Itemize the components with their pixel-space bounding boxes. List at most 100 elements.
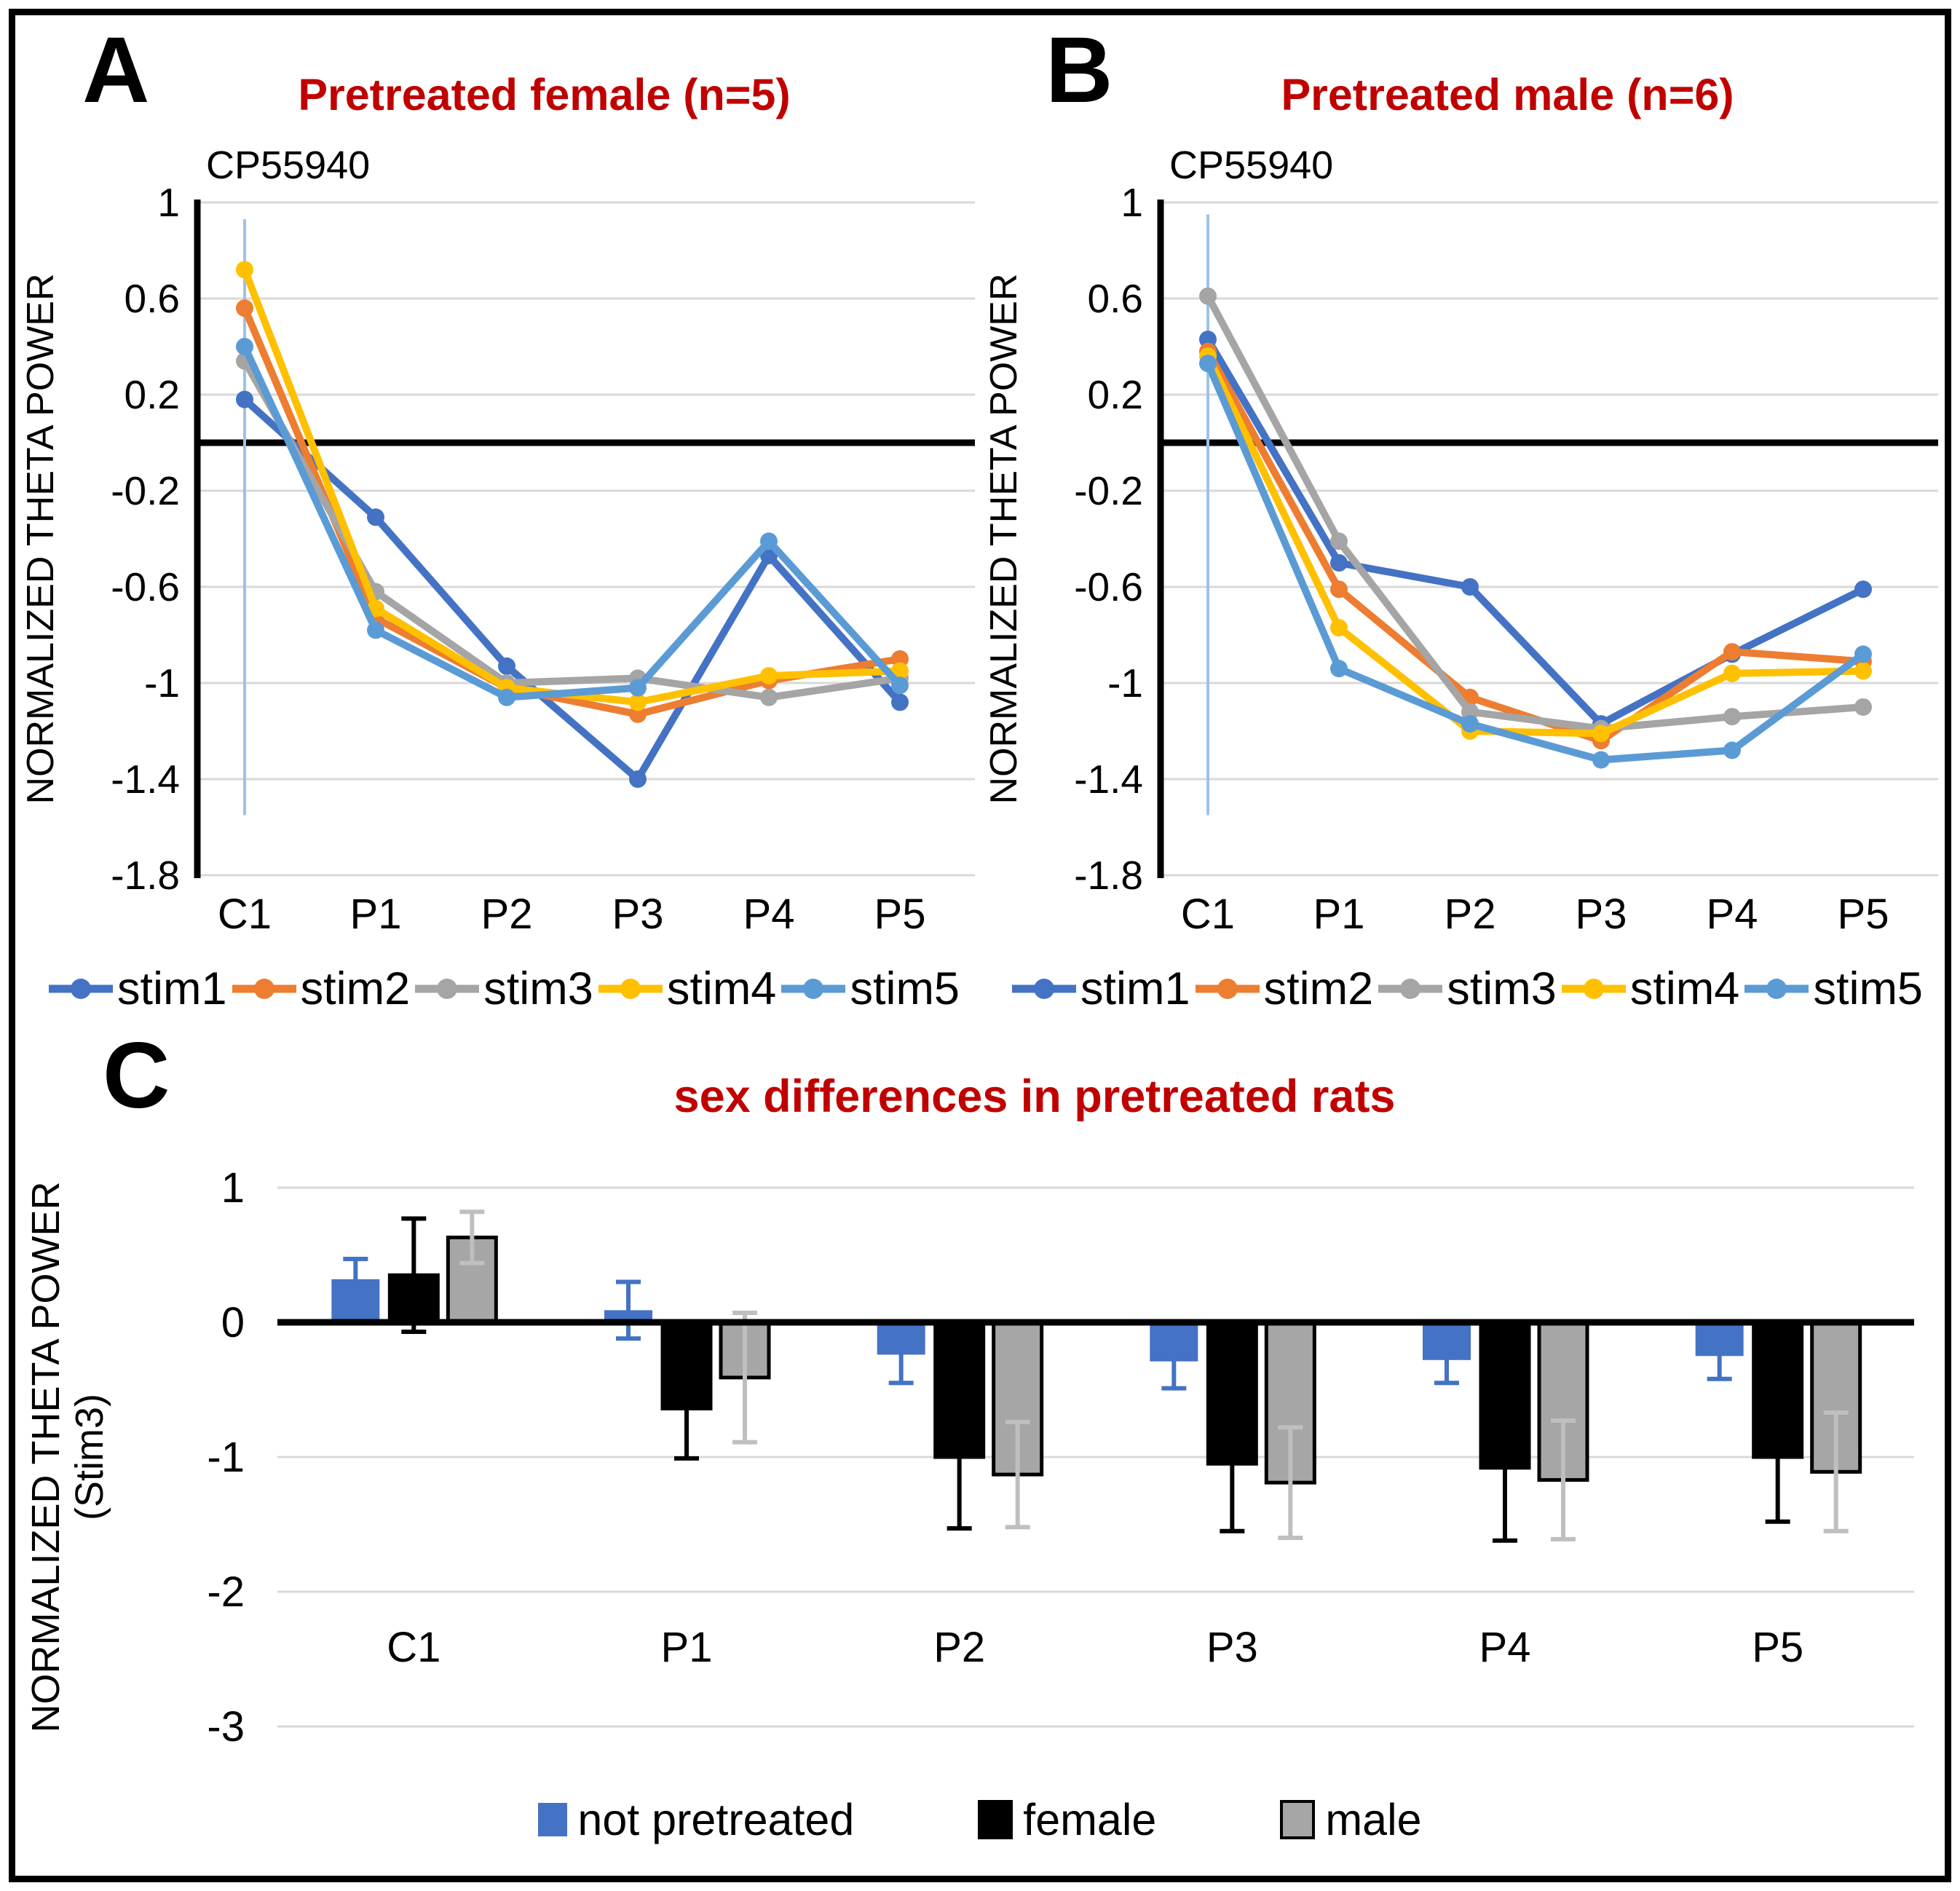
y-tick-label: -0.6: [111, 564, 180, 609]
legend-marker-stim4: [598, 979, 663, 999]
legend-label-male: male: [1325, 1795, 1422, 1844]
panel-b-legend: stim1 stim2 stim3 stim4 stim5: [979, 954, 1942, 1024]
data-point-stim4-P4: [760, 667, 778, 685]
legend-marker-stim1: [49, 979, 113, 999]
x-tick-label-P1: P1: [350, 891, 402, 938]
y-tick-label: -1.8: [1074, 853, 1143, 898]
x-tick-label-P1: P1: [661, 1624, 713, 1671]
data-point-stim5-C1: [1199, 355, 1217, 373]
series-line-stim3: [1204, 294, 1864, 733]
legend-marker-stim2: [1195, 979, 1260, 999]
data-point-stim4-P1: [1330, 619, 1348, 637]
legend-item-stim5: stim5: [1743, 963, 1923, 1015]
data-point-stim2-P5: [891, 650, 909, 668]
x-tick-label-P4: P4: [743, 891, 795, 938]
legend-swatch-female: [978, 1800, 1013, 1839]
panel-b-letter: B: [1046, 18, 1113, 122]
x-tick-label-P4: P4: [1707, 891, 1758, 938]
legend-label-stim5: stim5: [850, 963, 960, 1014]
x-tick-label-P5: P5: [1752, 1624, 1803, 1671]
x-tick-label-P4: P4: [1479, 1624, 1531, 1671]
legend-marker-stim2: [232, 979, 296, 999]
data-point-stim5-P3: [629, 679, 647, 697]
y-tick-label: 1: [157, 180, 180, 225]
panel-a-legend: stim1 stim2 stim3 stim4 stim5: [15, 954, 979, 1024]
data-point-stim5-P2: [1461, 715, 1479, 733]
data-point-stim5-P5: [891, 676, 909, 695]
series-line-stim2: [241, 307, 901, 718]
legend-item-not-pretreated: not pretreated: [538, 1794, 854, 1845]
legend-label-stim2: stim2: [1263, 963, 1374, 1014]
data-point-stim5-P4: [1723, 741, 1741, 759]
legend-item-stim4: stim4: [597, 963, 777, 1015]
y-tick-label: -0.6: [1074, 564, 1143, 609]
legend-marker-stim5: [1744, 979, 1809, 999]
y-tick-label: 0.2: [1088, 372, 1143, 417]
x-tick-label-C1: C1: [1181, 891, 1235, 938]
legend-item-stim5: stim5: [780, 963, 960, 1015]
panel-c-bar-chart: 1 0 -1 -2 -3 NORMALIZED THETA POWER (Stim3) C1 P…: [24, 1164, 1914, 1750]
legend-label-stim3: stim3: [1447, 963, 1557, 1014]
y-axis-title: NORMALIZED THETA POWER: [983, 273, 1025, 804]
panel-a: A Pretreated female (n=5) CP55940 1 0.6 0.2…: [15, 24, 979, 1024]
data-point-stim1-C1: [236, 390, 253, 408]
legend-item-stim2: stim2: [1194, 963, 1374, 1015]
y-axis-title: NORMALIZED THETA POWER: [24, 1181, 68, 1732]
data-point-stim1-P5: [1854, 580, 1872, 599]
y-tick-label: 0: [221, 1299, 245, 1346]
y-tick-label: -3: [207, 1703, 245, 1750]
panel-c-legend: not pretreated female male: [15, 1786, 1945, 1853]
data-point-stim5-P4: [760, 532, 778, 550]
panel-a-line-chart: CP55940 1 0.6 0.2 -0.2 -0.6 -1 -1.4 -1.8 NORMALIZ…: [20, 143, 975, 938]
legend-label-not-pretreated: not pretreated: [577, 1795, 855, 1844]
data-point-stim4-P4: [1723, 664, 1741, 682]
x-tick-label-P2: P2: [481, 891, 533, 938]
x-tick-label-C1: C1: [387, 1624, 440, 1671]
y-axis-title: NORMALIZED THETA POWER: [20, 273, 62, 804]
x-tick-label-P5: P5: [1838, 891, 1889, 938]
legend-label-stim2: stim2: [300, 963, 411, 1014]
data-point-stim4-C1: [236, 261, 253, 279]
data-point-stim1-P1: [367, 508, 384, 526]
y-tick-label: 0.6: [125, 276, 180, 321]
data-point-stim1-P3: [629, 770, 647, 788]
data-point-stim4-P5: [1854, 662, 1872, 680]
panel-c-letter: C: [103, 1024, 170, 1128]
panel-b-header: B Pretreated male (n=6): [979, 24, 1942, 141]
bar-female-P3: [1206, 1320, 1258, 1466]
data-point-stim4-P3: [1592, 725, 1610, 743]
legend-label-stim4: stim4: [1629, 963, 1740, 1014]
panel-a-title: Pretreated female (n=5): [298, 70, 791, 119]
x-tick-label-P2: P2: [933, 1624, 985, 1671]
y-tick-label: -1.8: [111, 853, 180, 898]
panel-c-header: C sex differences in pretreated rats: [15, 1030, 1945, 1148]
data-point-stim3-P4: [1723, 708, 1741, 726]
data-point-stim5-P1: [1330, 660, 1348, 678]
series-line-stim4: [1204, 355, 1864, 738]
y-tick-label: 1: [221, 1164, 245, 1212]
y-tick-label: -1.4: [111, 757, 180, 802]
legend-label-stim4: stim4: [666, 963, 777, 1014]
legend-item-female: female: [978, 1794, 1156, 1845]
legend-marker-stim5: [781, 979, 846, 999]
panel-c: C sex differences in pretreated rats 1 0 -…: [15, 1030, 1945, 1853]
y-tick-label: -1: [1107, 660, 1143, 706]
legend-marker-stim3: [1378, 979, 1443, 999]
legend-swatch-male: [1280, 1800, 1316, 1839]
data-point-stim1-P5: [891, 693, 909, 711]
legend-item-stim1: stim1: [1011, 963, 1190, 1015]
legend-item-stim1: stim1: [47, 963, 227, 1015]
data-point-stim3-P5: [1854, 698, 1872, 716]
legend-label-stim1: stim1: [117, 963, 227, 1014]
plot-annotation: CP55940: [206, 143, 370, 187]
y-tick-label: -0.2: [1074, 468, 1143, 513]
x-tick-label-C1: C1: [218, 891, 272, 938]
series-line-stim5: [241, 344, 903, 701]
y-tick-label: -1.4: [1074, 757, 1143, 802]
legend-label-stim1: stim1: [1080, 963, 1190, 1014]
legend-swatch-not-pretreated: [538, 1803, 568, 1836]
data-point-stim5-P1: [367, 621, 384, 639]
y-tick-label: -0.2: [111, 468, 180, 513]
y-tick-label: -1: [207, 1434, 245, 1481]
data-point-stim1-P2: [498, 657, 515, 675]
